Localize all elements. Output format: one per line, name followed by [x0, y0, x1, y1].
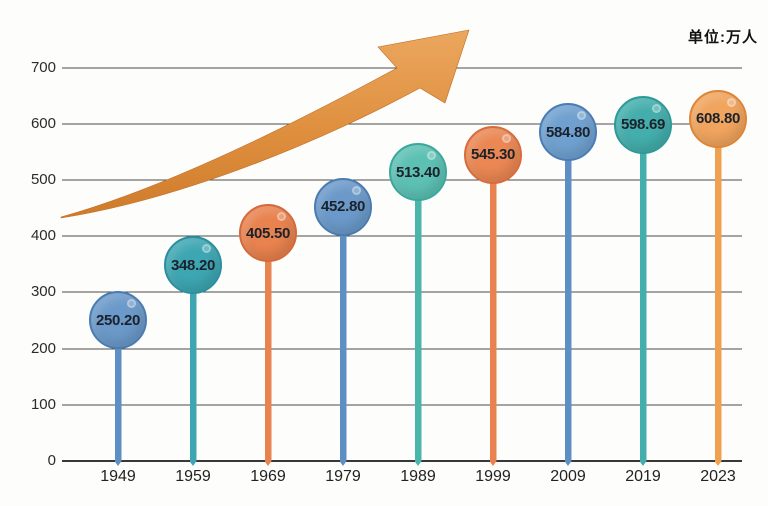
- gridline: [62, 67, 742, 69]
- x-axis-label: 1949: [100, 468, 136, 485]
- lollipop-ball: 348.20: [164, 236, 222, 295]
- y-axis-tick-label: 700: [30, 58, 56, 76]
- y-axis-tick-label: 600: [30, 114, 56, 132]
- x-axis-label: 2019: [625, 468, 661, 485]
- x-axis-label: 1999: [475, 468, 511, 485]
- value-label: 513.40: [395, 163, 441, 181]
- lollipop-stick: [490, 155, 497, 466]
- y-axis-tick-label: 300: [30, 283, 56, 301]
- lollipop-stick: [565, 132, 572, 466]
- lollipop-ball: 608.80: [689, 89, 747, 148]
- x-axis-label: 2009: [550, 468, 586, 485]
- lollipop-ball: 513.40: [389, 143, 447, 202]
- gridline: [62, 235, 742, 237]
- gloss-highlight-icon: [277, 212, 286, 222]
- value-label: 250.20: [95, 311, 141, 329]
- value-label: 348.20: [170, 256, 216, 274]
- x-axis-label: 2023: [700, 468, 736, 485]
- gloss-highlight-icon: [652, 103, 661, 113]
- value-label: 545.30: [470, 146, 516, 164]
- y-axis-tick-label: 200: [30, 339, 56, 357]
- lollipop-stick: [340, 207, 347, 466]
- value-label: 608.80: [695, 110, 741, 128]
- value-label: 405.50: [245, 224, 291, 242]
- gloss-highlight-icon: [127, 299, 136, 309]
- y-axis-tick-label: 500: [30, 171, 56, 188]
- value-label: 452.80: [320, 198, 366, 216]
- lollipop-ball: 584.80: [539, 103, 597, 162]
- x-axis-label: 1989: [400, 468, 436, 485]
- lollipop-stick: [640, 125, 647, 466]
- gridline: [62, 404, 742, 406]
- value-label: 598.69: [620, 116, 666, 134]
- x-axis-label: 1959: [175, 468, 211, 485]
- gridline: [62, 291, 742, 293]
- unit-label: 单位:万人: [688, 29, 758, 46]
- lollipop-ball: 250.20: [89, 291, 147, 350]
- lollipop-ball: 452.80: [314, 177, 372, 236]
- y-axis-tick-label: 100: [30, 395, 56, 413]
- gloss-highlight-icon: [352, 185, 361, 195]
- y-axis-tick-label: 400: [30, 227, 56, 245]
- gloss-highlight-icon: [502, 133, 511, 143]
- gloss-highlight-icon: [427, 151, 436, 161]
- lollipop-stick: [115, 320, 122, 466]
- gloss-highlight-icon: [202, 244, 211, 254]
- lollipop-stick: [715, 119, 722, 466]
- lollipop-stick: [265, 233, 272, 466]
- lollipop-ball: 598.69: [614, 95, 672, 154]
- gridline: [62, 348, 742, 350]
- gloss-highlight-icon: [727, 97, 736, 107]
- gloss-highlight-icon: [577, 111, 586, 121]
- lollipop-ball: 405.50: [239, 204, 297, 263]
- x-axis-label: 1969: [250, 468, 286, 485]
- x-axis-label: 1979: [325, 468, 361, 485]
- value-label: 584.80: [545, 123, 591, 141]
- y-axis-tick-label: 0: [47, 452, 56, 469]
- lollipop-ball: 545.30: [464, 125, 522, 184]
- lollipop-stick: [190, 265, 197, 466]
- gridline: [62, 460, 742, 462]
- lollipop-stick: [415, 172, 422, 466]
